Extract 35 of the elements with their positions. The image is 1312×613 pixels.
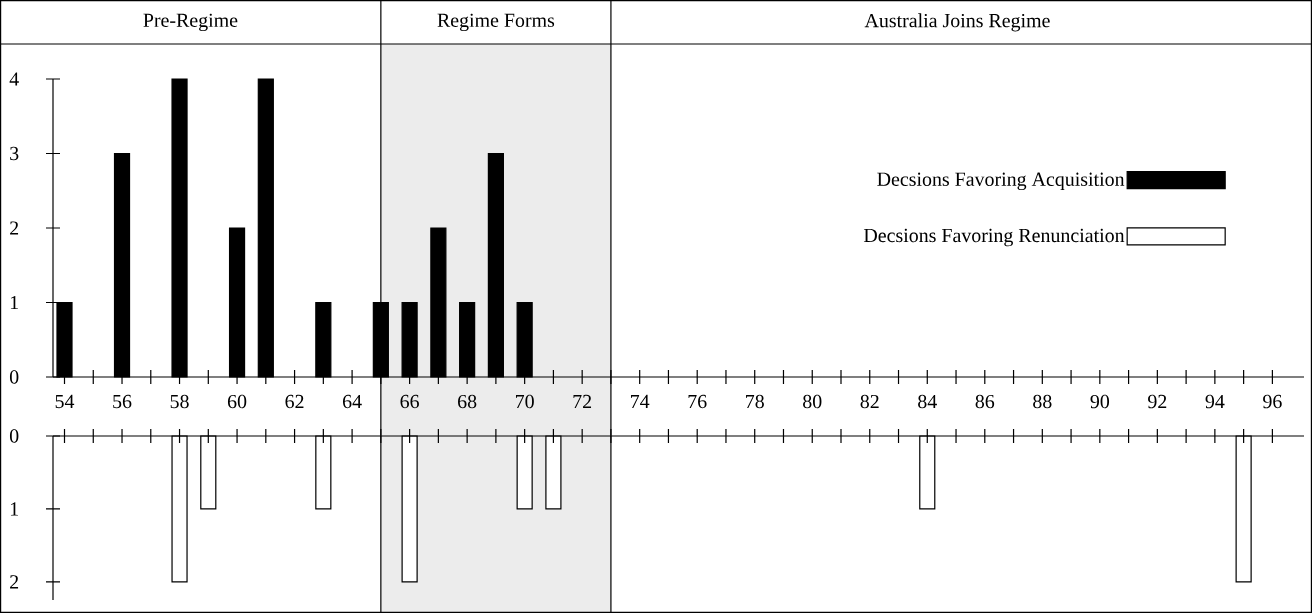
x-tick-label: 58 bbox=[170, 394, 189, 409]
x-tick-label: 82 bbox=[860, 394, 879, 409]
x-tick-label: 90 bbox=[1090, 394, 1110, 409]
x-tick-label: 76 bbox=[688, 394, 707, 409]
x-tick-label: 68 bbox=[458, 394, 477, 409]
x-tick-label: 56 bbox=[113, 394, 132, 409]
x-tick-label: 60 bbox=[227, 394, 247, 409]
text: Australia Joins Regime bbox=[864, 13, 1050, 32]
x-tick-label: 72 bbox=[573, 394, 592, 409]
text: Pre-Regime bbox=[143, 13, 238, 32]
y-tick-label: 2 bbox=[10, 221, 19, 235]
x-tick-label: 78 bbox=[746, 394, 764, 409]
y-tick-label: 4 bbox=[9, 72, 19, 86]
y-tick-label: 0 bbox=[9, 429, 19, 443]
x-tick-label: 96 bbox=[1263, 394, 1282, 409]
y-tick-label: 2 bbox=[10, 575, 19, 589]
band-label: Regime Forms bbox=[437, 13, 555, 32]
x-tick-label: 66 bbox=[400, 394, 419, 409]
legend-label: Decsions Favoring Renunciation bbox=[863, 228, 1125, 247]
x-tick-label: 88 bbox=[1033, 394, 1052, 409]
x-tick-label: 84 bbox=[918, 394, 937, 409]
x-tick-label: 86 bbox=[975, 394, 995, 409]
y-tick-label: 1 bbox=[10, 502, 18, 516]
x-tick-label: 64 bbox=[342, 394, 362, 409]
x-tick-label: 80 bbox=[803, 394, 822, 409]
x-tick-label: 54 bbox=[55, 394, 75, 409]
y-tick-label: 3 bbox=[10, 146, 19, 161]
x-tick-label: 94 bbox=[1205, 394, 1225, 409]
x-tick-label: 92 bbox=[1148, 394, 1167, 409]
x-tick-label: 62 bbox=[285, 394, 304, 409]
y-tick-label: 0 bbox=[9, 370, 19, 384]
legend-label: Decsions Favoring Acquisition bbox=[877, 172, 1125, 191]
x-tick-label: 74 bbox=[631, 394, 650, 408]
y-tick-label: 1 bbox=[10, 295, 18, 310]
x-tick-label: 70 bbox=[516, 394, 534, 409]
